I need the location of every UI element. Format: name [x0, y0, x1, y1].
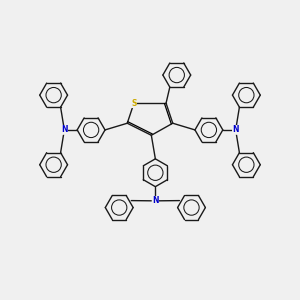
Text: S: S [131, 99, 136, 108]
Text: N: N [152, 196, 159, 206]
Text: N: N [61, 125, 68, 134]
Text: N: N [232, 125, 239, 134]
